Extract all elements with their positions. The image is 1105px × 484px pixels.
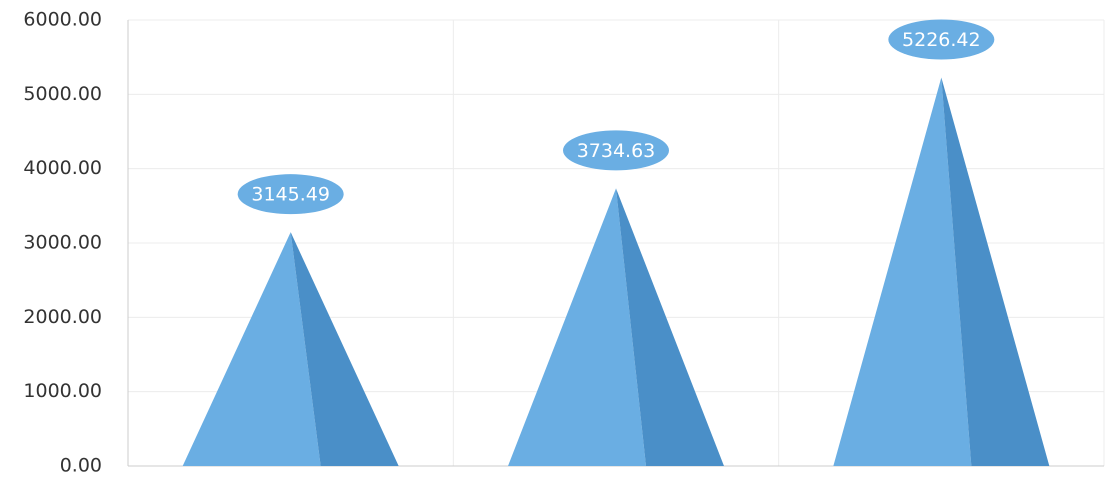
y-tick-label: 2000.00 [23, 306, 102, 328]
y-tick-label: 3000.00 [23, 232, 102, 254]
value-label: 3145.49 [251, 184, 330, 206]
y-tick-label: 1000.00 [23, 380, 102, 402]
pyramid-front [833, 77, 972, 466]
y-tick-label: 4000.00 [23, 157, 102, 179]
pyramid-front [182, 232, 321, 466]
y-tick-label: 0.00 [60, 455, 102, 477]
pyramid-side [290, 232, 399, 466]
pyramid-side [941, 77, 1050, 466]
value-label-bubble [563, 130, 669, 171]
pyramid-side [616, 188, 724, 466]
value-label: 3734.63 [577, 140, 656, 162]
value-label-bubble [888, 19, 995, 60]
y-tick-label: 6000.00 [23, 9, 102, 31]
value-label: 5226.42 [902, 29, 981, 51]
y-tick-label: 5000.00 [23, 83, 102, 105]
pyramid-front [508, 188, 646, 466]
value-label-bubble [237, 174, 344, 215]
